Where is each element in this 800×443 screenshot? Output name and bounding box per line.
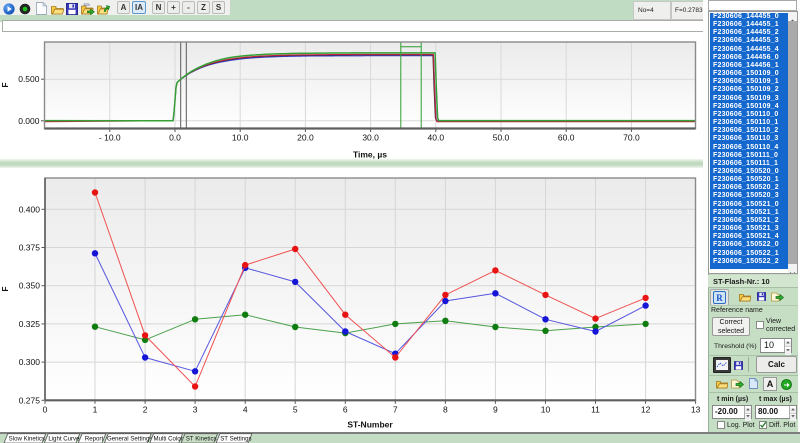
svg-text:0.500: 0.500 <box>18 74 40 84</box>
svg-text:Time, µs: Time, µs <box>353 150 387 160</box>
svg-text:7: 7 <box>393 405 398 415</box>
svg-text:30.0: 30.0 <box>362 133 379 143</box>
svg-text:ST Kinetics: ST Kinetics <box>186 436 217 443</box>
svg-text:40.0: 40.0 <box>428 133 445 143</box>
svg-text:0.350: 0.350 <box>19 281 41 291</box>
svg-text:2: 2 <box>143 405 148 415</box>
svg-text:70.0: 70.0 <box>623 133 640 143</box>
svg-text:ST-Number: ST-Number <box>347 420 393 430</box>
svg-text:0.0: 0.0 <box>169 133 181 143</box>
svg-text:Multi Color: Multi Color <box>154 436 183 443</box>
svg-text:ST Settings: ST Settings <box>220 436 251 443</box>
svg-text:10.0: 10.0 <box>232 133 249 143</box>
svg-text:13: 13 <box>691 405 701 415</box>
svg-text:11: 11 <box>591 405 600 415</box>
svg-text:10: 10 <box>541 405 551 415</box>
svg-text:9: 9 <box>493 405 498 415</box>
svg-text:8: 8 <box>443 405 448 415</box>
svg-text:60.0: 60.0 <box>558 133 575 143</box>
svg-text:1: 1 <box>93 405 98 415</box>
svg-text:20.0: 20.0 <box>297 133 314 143</box>
svg-text:General Settings: General Settings <box>107 436 152 443</box>
svg-text:0.300: 0.300 <box>19 357 41 367</box>
svg-text:F: F <box>0 82 10 87</box>
svg-text:50.0: 50.0 <box>493 133 510 143</box>
svg-text:Slow Kinetics: Slow Kinetics <box>9 436 45 443</box>
svg-text:- 10.0: - 10.0 <box>99 133 121 143</box>
svg-text:5: 5 <box>293 405 298 415</box>
svg-text:F: F <box>0 286 10 291</box>
svg-text:Light Curve: Light Curve <box>48 436 80 443</box>
svg-text:0.275: 0.275 <box>19 395 41 405</box>
svg-text:3: 3 <box>193 405 198 415</box>
svg-text:0.375: 0.375 <box>19 243 41 253</box>
svg-text:6: 6 <box>343 405 348 415</box>
svg-text:4: 4 <box>243 405 248 415</box>
svg-text:Report: Report <box>85 436 104 443</box>
svg-text:12: 12 <box>641 405 651 415</box>
svg-text:0.325: 0.325 <box>19 319 41 329</box>
svg-text:0.400: 0.400 <box>19 204 41 214</box>
svg-text:0.000: 0.000 <box>18 116 40 126</box>
svg-text:0: 0 <box>43 405 48 415</box>
